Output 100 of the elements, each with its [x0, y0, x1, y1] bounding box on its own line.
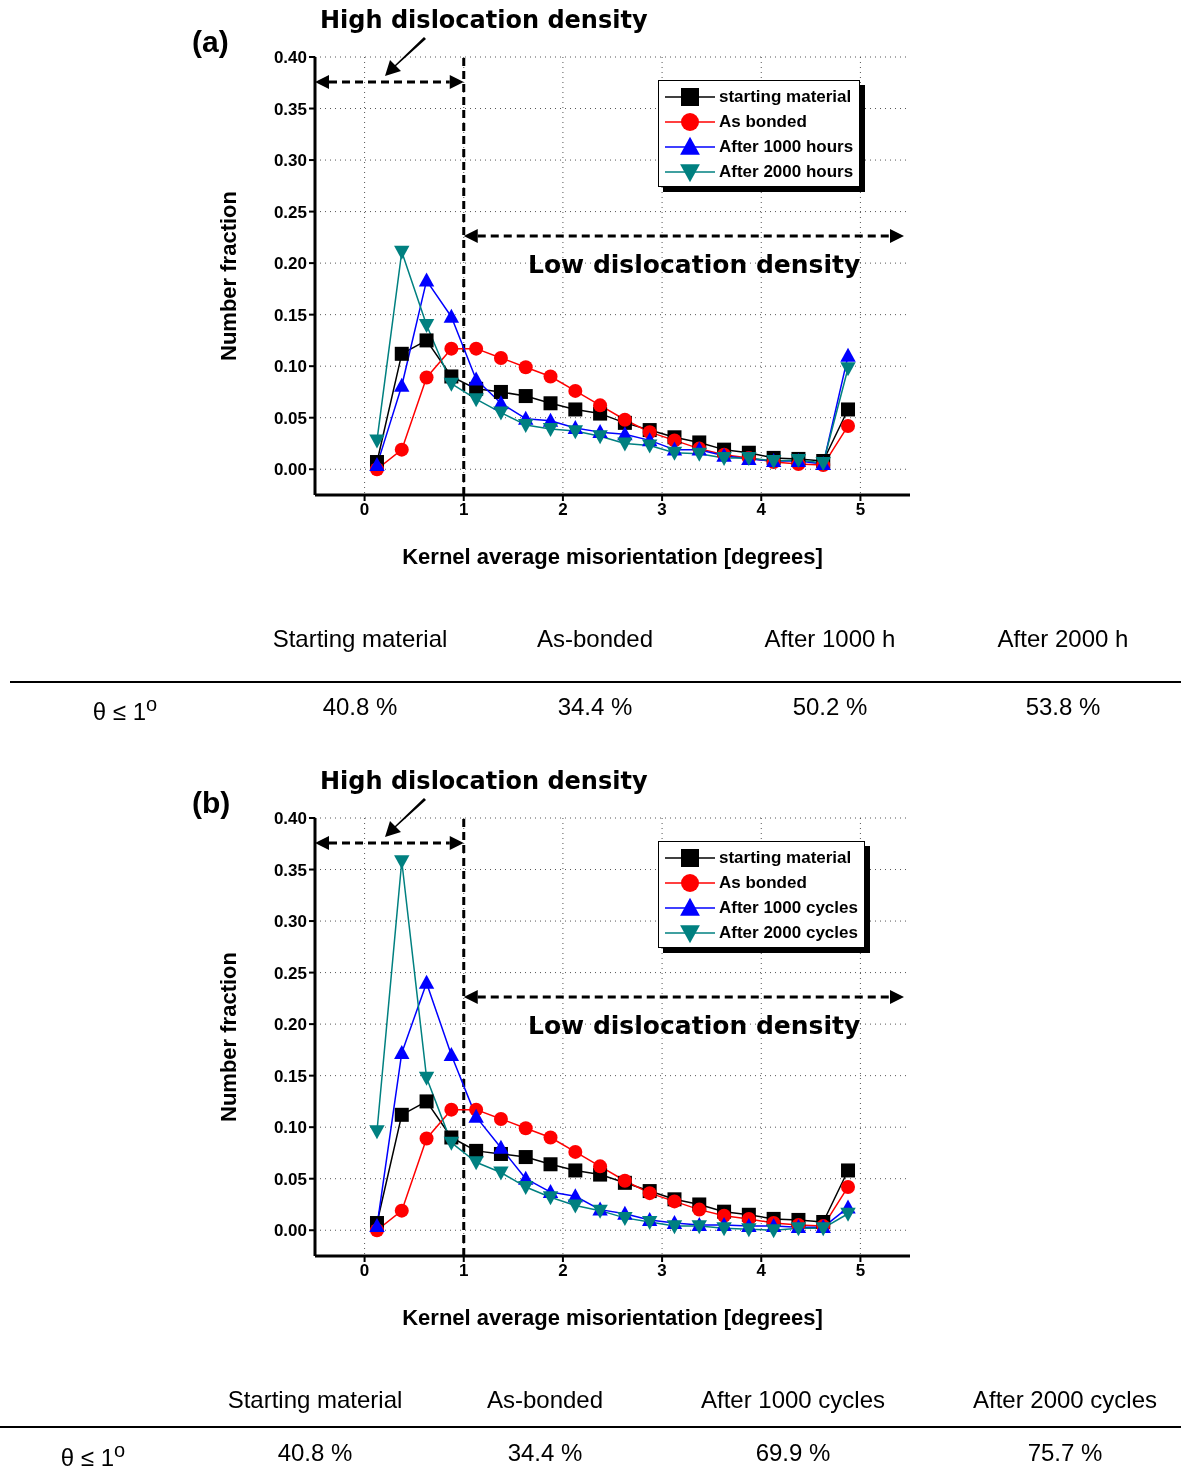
y-tick-label: 0.30 — [273, 912, 307, 932]
text: Starting material — [271, 625, 449, 653]
point — [518, 389, 533, 404]
point — [518, 1121, 533, 1136]
x-tick-label: 3 — [657, 1261, 667, 1281]
point — [641, 439, 658, 454]
point — [468, 371, 484, 386]
text: 75.7 % — [1026, 1439, 1104, 1466]
legend-label: After 1000 cycles — [719, 897, 858, 918]
point — [841, 1179, 856, 1194]
x-tick-label: 2 — [558, 500, 568, 520]
point — [641, 1216, 658, 1231]
point — [691, 447, 707, 462]
text: 34.4 % — [556, 693, 634, 721]
point — [418, 974, 435, 989]
x-tick-label: 5 — [855, 1261, 866, 1281]
y-tick-label: 0.35 — [273, 860, 307, 880]
point — [568, 1144, 583, 1159]
point — [542, 1191, 559, 1206]
point — [493, 1166, 509, 1181]
y-tick-label: 0.00 — [273, 1221, 307, 1241]
y-tick-label: 0.05 — [273, 1169, 307, 1189]
text: 69.9 % — [754, 1439, 832, 1466]
y-tick-label: 0.10 — [273, 357, 307, 377]
point — [369, 1125, 385, 1140]
point — [444, 341, 459, 356]
x-tick-label: 1 — [459, 500, 469, 520]
point — [543, 396, 558, 411]
point — [394, 377, 410, 392]
x-tick-label: 0 — [359, 1261, 370, 1281]
y-tick-label: 0.20 — [273, 254, 307, 274]
point — [840, 347, 856, 362]
y-axis-title: Number fraction — [215, 191, 241, 361]
text: 34.4 % — [506, 1439, 584, 1466]
text: After 1000 h — [763, 625, 897, 653]
point — [841, 402, 856, 417]
point — [666, 446, 683, 461]
point — [840, 362, 856, 377]
point — [518, 1150, 533, 1165]
legend-label: After 2000 cycles — [719, 922, 858, 943]
point — [543, 1130, 558, 1145]
legend-label: After 1000 hours — [719, 136, 854, 157]
point — [666, 1220, 683, 1235]
y-tick-label: 0.30 — [273, 151, 307, 171]
point — [543, 369, 558, 384]
point — [617, 437, 633, 452]
point — [568, 1163, 583, 1178]
point — [444, 1102, 459, 1117]
point — [443, 377, 460, 392]
point — [394, 855, 410, 870]
x-tick-label: 5 — [855, 500, 866, 520]
point — [468, 393, 484, 408]
text: θ ≤ 1$^{o}$ — [91, 693, 159, 726]
text: High dislocation density — [320, 767, 648, 795]
x-axis-title: Kernel average misorientation [degrees] — [402, 544, 823, 569]
point — [443, 308, 460, 323]
point — [394, 346, 409, 361]
y-tick-label: 0.00 — [273, 460, 307, 480]
text: After 1000 cycles — [699, 1386, 887, 1414]
point — [840, 1207, 856, 1222]
point — [593, 398, 608, 413]
point — [716, 1222, 732, 1237]
x-tick-label: 2 — [558, 1261, 568, 1281]
point — [469, 341, 484, 356]
annotation: Low dislocation density — [528, 1011, 861, 1040]
point — [518, 418, 534, 433]
text: 50.2 % — [791, 693, 869, 721]
point — [369, 434, 385, 449]
point — [493, 384, 508, 399]
text: As-bonded — [486, 1386, 604, 1413]
x-tick-label: 4 — [756, 500, 767, 520]
legend-label: starting material — [719, 86, 852, 107]
point — [716, 451, 732, 466]
point — [741, 1223, 757, 1238]
point — [543, 1157, 558, 1172]
point — [493, 1139, 509, 1154]
point — [468, 1108, 484, 1123]
point — [394, 1203, 409, 1218]
legend-label: As bonded — [719, 111, 807, 132]
text: Starting material — [226, 1386, 404, 1414]
point — [443, 1046, 460, 1061]
point — [617, 1211, 633, 1226]
text: As-bonded — [536, 625, 654, 652]
y-tick-label: 0.10 — [273, 1118, 307, 1138]
x-tick-label: 1 — [459, 1261, 469, 1281]
point — [568, 402, 583, 417]
text: (a) — [192, 25, 229, 59]
point — [419, 1131, 434, 1146]
point — [592, 430, 608, 445]
point — [493, 350, 508, 365]
point — [518, 1181, 534, 1195]
point — [394, 1044, 410, 1059]
point — [419, 333, 434, 348]
text: After 2000 cycles — [971, 1386, 1159, 1414]
x-tick-label: 3 — [657, 500, 667, 520]
point — [443, 1136, 460, 1151]
point — [841, 1163, 856, 1178]
y-tick-label: 0.05 — [273, 408, 307, 428]
text: After 2000 h — [996, 625, 1130, 653]
y-tick-label: 0.20 — [273, 1015, 307, 1035]
